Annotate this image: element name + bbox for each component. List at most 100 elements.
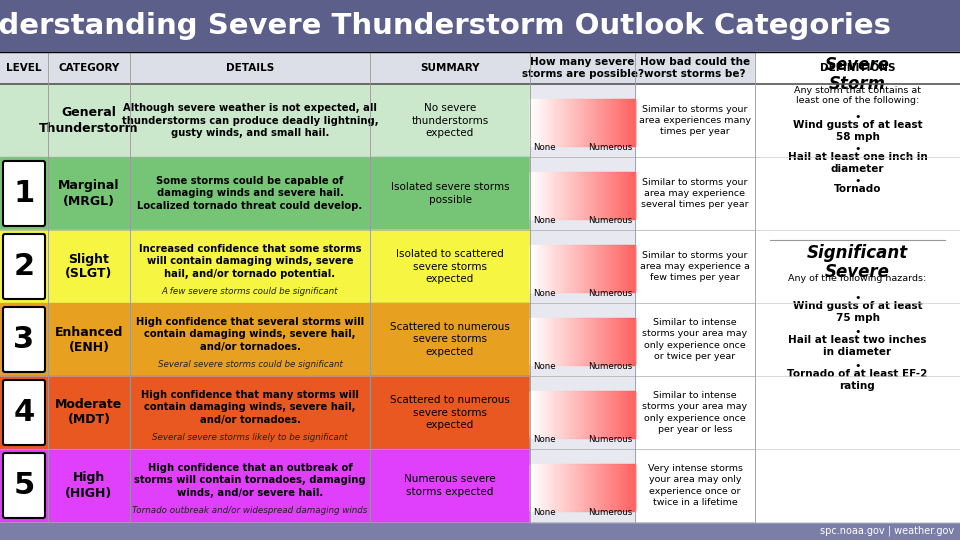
Bar — [579, 319, 581, 363]
Bar — [604, 99, 605, 146]
Bar — [130, 376, 370, 449]
Text: Any of the following hazards:: Any of the following hazards: — [788, 274, 926, 283]
Text: •: • — [854, 112, 861, 122]
Bar — [564, 392, 565, 436]
Bar — [560, 464, 562, 511]
Bar — [530, 246, 532, 290]
Bar — [632, 172, 634, 219]
Bar — [583, 246, 585, 290]
Bar — [615, 245, 617, 292]
Bar — [615, 246, 617, 290]
Bar — [530, 465, 532, 509]
Bar — [545, 464, 547, 511]
Bar — [623, 465, 625, 509]
Bar — [626, 246, 628, 290]
Bar — [575, 318, 577, 365]
Bar — [588, 465, 589, 509]
Bar — [604, 318, 605, 365]
Bar — [605, 246, 607, 290]
Bar — [562, 172, 564, 219]
Bar — [532, 465, 534, 509]
Bar — [611, 100, 612, 144]
Bar — [634, 99, 635, 146]
Bar — [632, 246, 634, 290]
Bar — [605, 318, 607, 365]
Bar — [626, 464, 628, 511]
Bar — [0, 449, 48, 522]
Bar — [617, 464, 619, 511]
Bar — [553, 464, 555, 511]
Bar — [626, 172, 628, 219]
Bar — [628, 464, 630, 511]
Text: None: None — [533, 289, 556, 298]
Bar — [540, 172, 542, 219]
Bar — [625, 390, 626, 438]
Bar — [575, 172, 577, 219]
Bar — [534, 99, 536, 146]
Bar — [588, 100, 589, 144]
Bar — [615, 392, 617, 436]
Bar — [545, 245, 547, 292]
Bar — [635, 376, 755, 449]
Bar — [615, 390, 617, 438]
Bar — [614, 392, 615, 436]
Bar — [530, 376, 635, 449]
Bar — [595, 172, 596, 219]
Text: 3: 3 — [13, 325, 35, 354]
Bar — [542, 100, 544, 144]
Bar — [596, 245, 598, 292]
Bar — [634, 465, 635, 509]
Bar — [628, 318, 630, 365]
Bar — [562, 465, 564, 509]
Bar — [632, 173, 634, 217]
Bar — [575, 465, 577, 509]
Bar — [589, 318, 591, 365]
Bar — [545, 246, 547, 290]
Bar — [547, 245, 549, 292]
Bar — [632, 390, 634, 438]
Bar — [634, 100, 635, 144]
Bar — [553, 390, 555, 438]
Text: High confidence that an outbreak of
storms will contain tornadoes, damaging
wind: High confidence that an outbreak of stor… — [134, 463, 366, 498]
Bar — [534, 245, 536, 292]
Bar — [588, 464, 589, 511]
Bar — [598, 465, 600, 509]
Bar — [598, 100, 600, 144]
Bar — [583, 100, 585, 144]
Bar — [591, 390, 593, 438]
Bar — [544, 318, 545, 365]
Bar — [540, 464, 542, 511]
Bar — [48, 303, 130, 376]
Bar — [542, 318, 544, 365]
Bar — [628, 99, 630, 146]
Bar — [544, 172, 545, 219]
Bar — [611, 390, 612, 438]
Bar — [591, 246, 593, 290]
Bar — [577, 392, 579, 436]
Bar — [623, 464, 625, 511]
Bar — [572, 390, 574, 438]
Bar — [532, 246, 534, 290]
Text: Very intense storms
your area may only
experience once or
twice in a lifetime: Very intense storms your area may only e… — [647, 464, 742, 507]
Bar — [532, 392, 534, 436]
Bar — [579, 464, 581, 511]
Bar — [607, 319, 609, 363]
Bar — [564, 246, 565, 290]
Bar — [617, 245, 619, 292]
Text: Scattered to numerous
severe storms
expected: Scattered to numerous severe storms expe… — [390, 395, 510, 430]
Bar — [555, 392, 556, 436]
Bar — [755, 157, 960, 230]
Bar — [545, 465, 547, 509]
Bar — [623, 172, 625, 219]
Bar — [621, 246, 623, 290]
Bar — [612, 465, 614, 509]
Bar — [530, 230, 635, 303]
Bar — [542, 245, 544, 292]
Bar — [537, 464, 539, 511]
Bar — [562, 173, 564, 217]
Bar — [551, 246, 553, 290]
Bar — [575, 246, 577, 290]
Text: Significant
Severe: Significant Severe — [806, 244, 908, 281]
Bar — [564, 172, 565, 219]
Bar — [544, 246, 545, 290]
